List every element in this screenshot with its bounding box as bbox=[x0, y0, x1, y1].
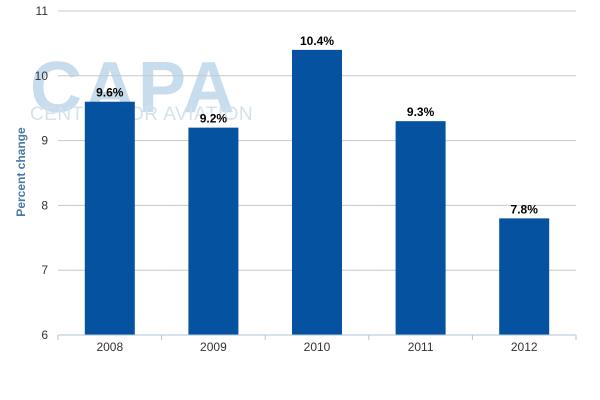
x-tick-label: 2011 bbox=[408, 340, 434, 354]
data-label: 9.3% bbox=[407, 105, 435, 119]
y-tick-label: 7 bbox=[41, 263, 48, 277]
x-tick-label: 2012 bbox=[511, 340, 538, 354]
bar-2009 bbox=[188, 127, 239, 335]
bar-2012 bbox=[499, 218, 550, 335]
y-tick-label: 10 bbox=[35, 69, 49, 83]
axes bbox=[57, 334, 577, 340]
y-tick-label: 6 bbox=[41, 328, 48, 342]
x-tick-label: 2010 bbox=[304, 340, 331, 354]
y-tick-label: 11 bbox=[36, 4, 49, 18]
x-tick-label: 2008 bbox=[96, 340, 123, 354]
y-axis-title: Percent change bbox=[14, 127, 28, 217]
bars bbox=[84, 49, 550, 335]
y-tick-label: 8 bbox=[41, 198, 48, 212]
data-label: 9.6% bbox=[96, 86, 124, 100]
data-label: 7.8% bbox=[511, 202, 539, 216]
data-label: 10.4% bbox=[300, 34, 334, 48]
data-label: 9.2% bbox=[200, 112, 228, 126]
bar-2010 bbox=[292, 49, 342, 335]
y-tick-label: 9 bbox=[41, 134, 48, 148]
bar-2008 bbox=[84, 101, 135, 335]
labels: 6 7 8 9 10 11 9.6% 2008 9.2% 2009 10.4% 2010 9.3% 201… bbox=[35, 4, 539, 354]
x-tick-label: 2009 bbox=[200, 340, 227, 354]
bar-2011 bbox=[395, 121, 446, 335]
